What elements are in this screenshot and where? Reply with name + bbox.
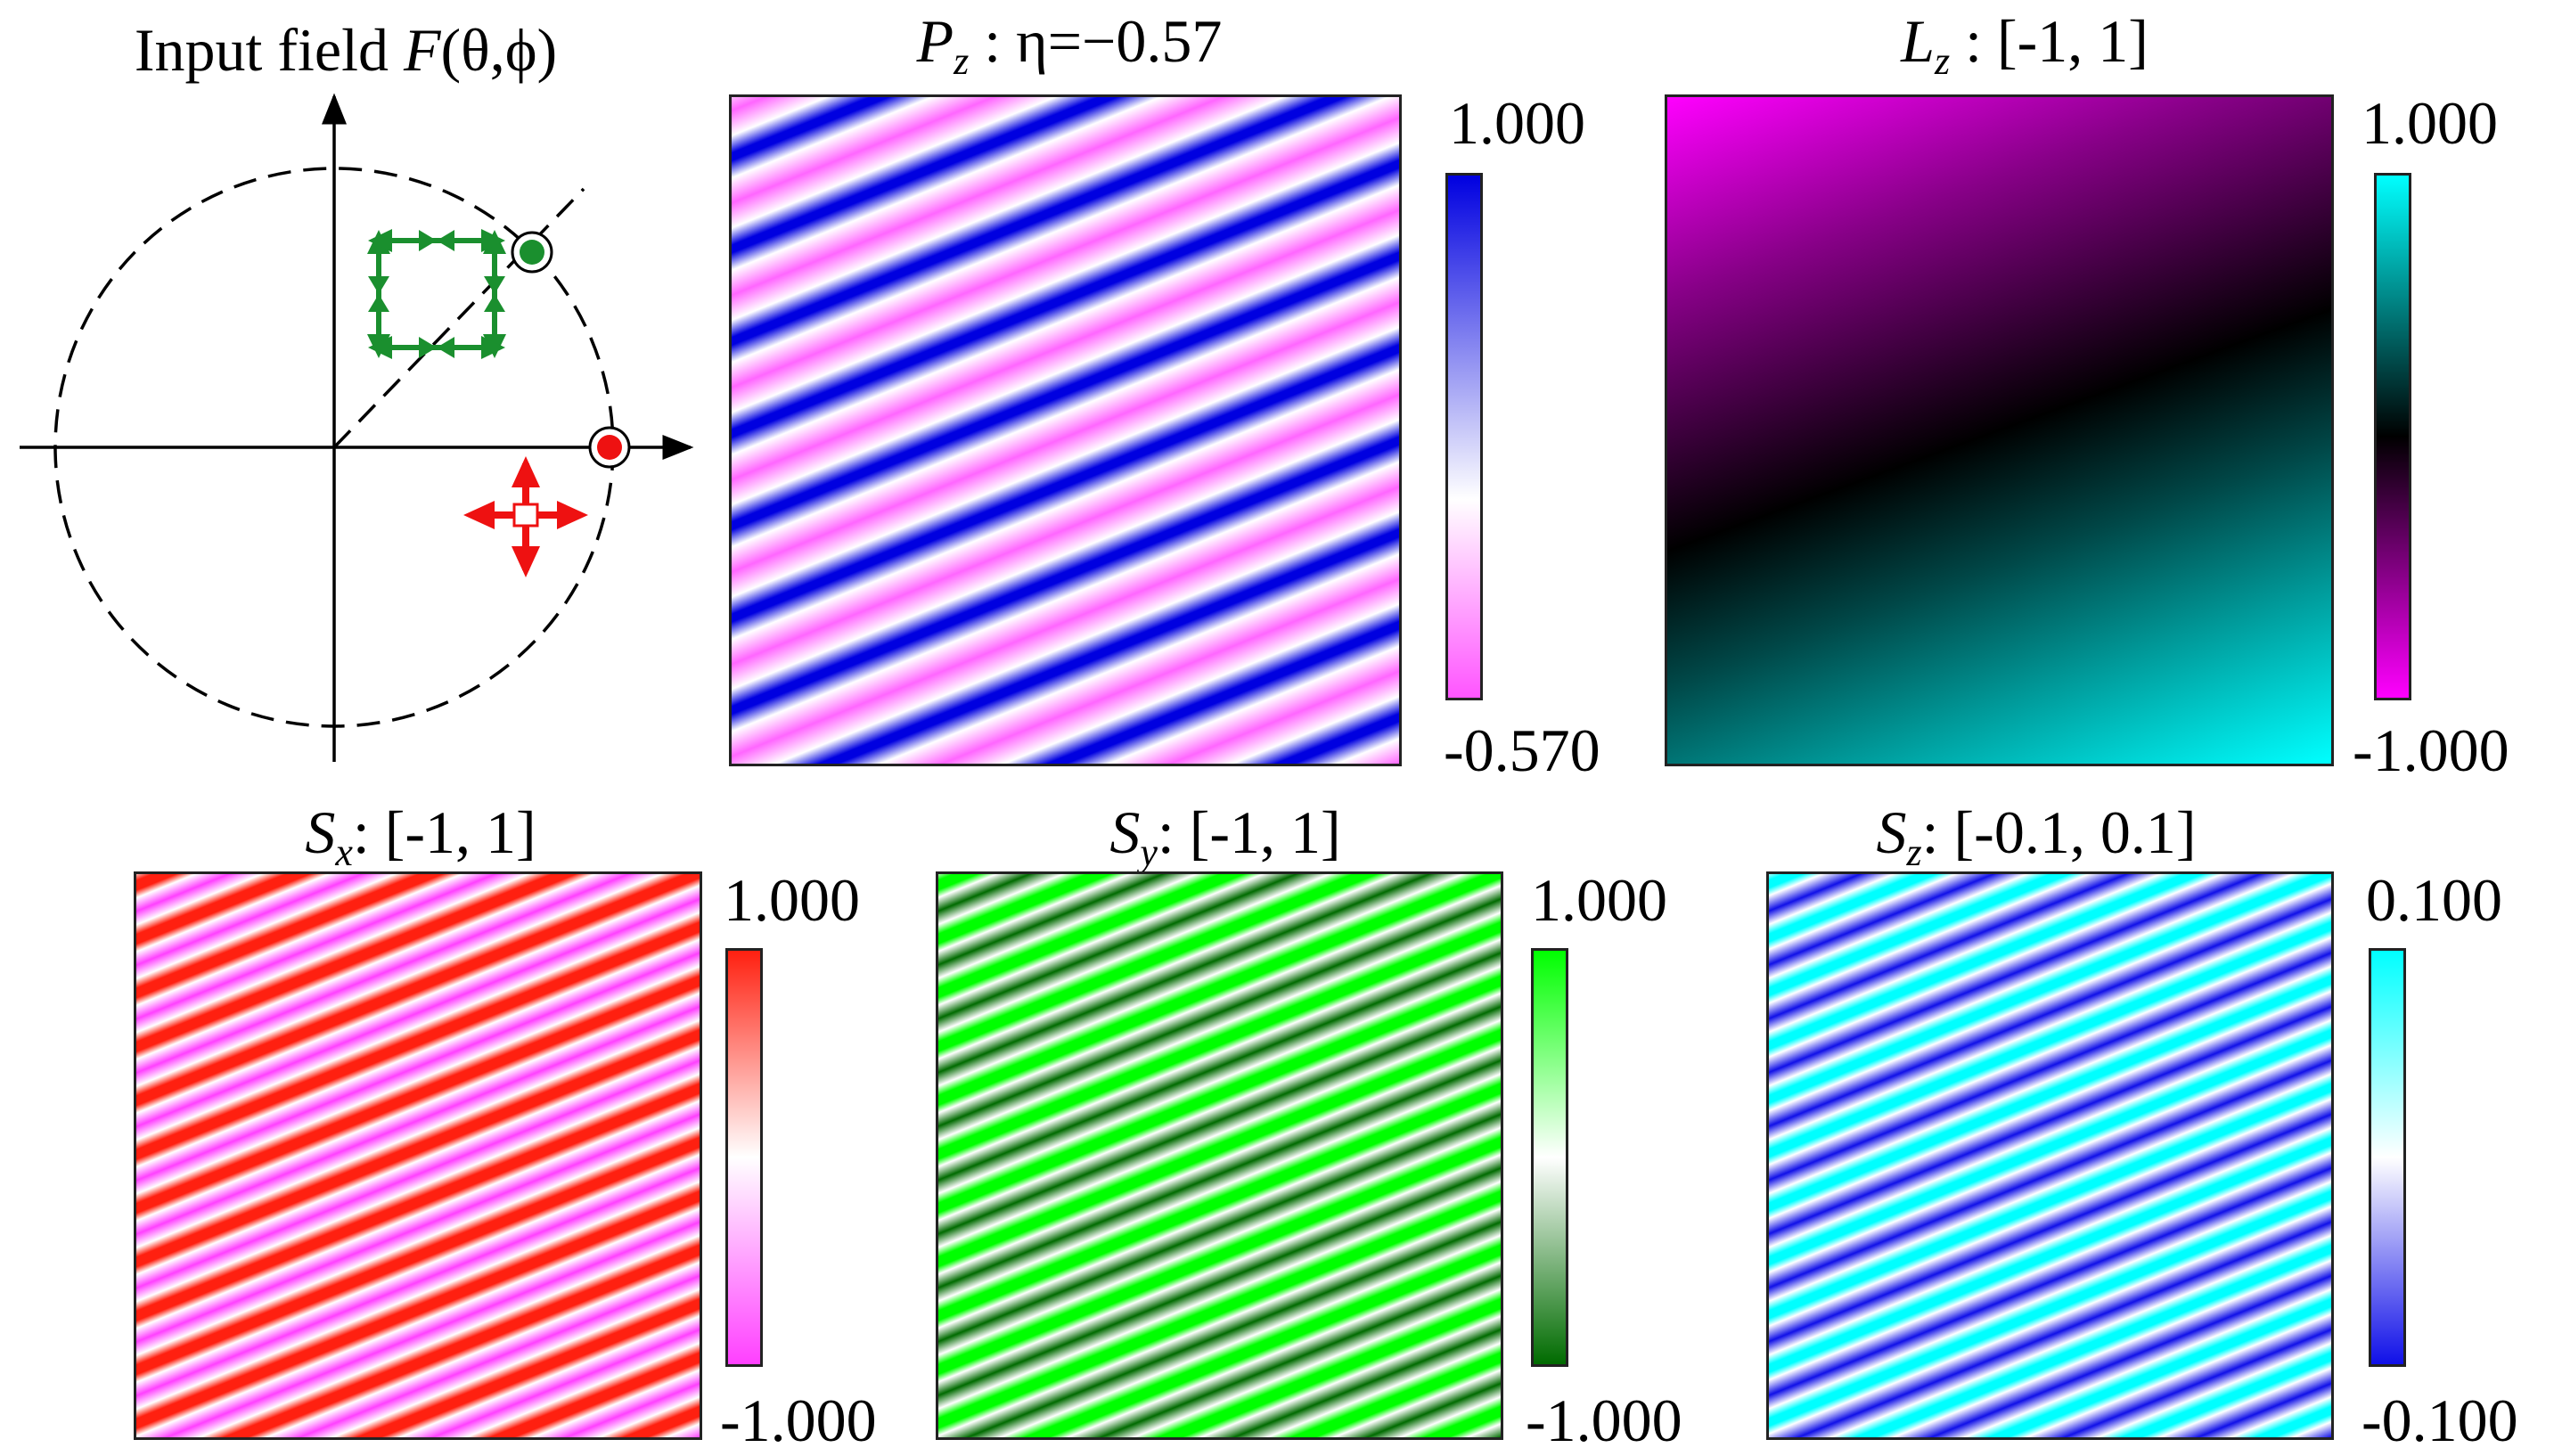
sz-title-symbol: S (1876, 798, 1907, 866)
sy-title-subscript: y (1140, 830, 1158, 874)
lz-cbar-min: -1.000 (2353, 716, 2509, 784)
sx-colorbar (725, 948, 763, 1367)
lz-title-rest: : [-1, 1] (1950, 7, 2149, 75)
sx-cbar-max: 1.000 (724, 866, 860, 934)
sy-map (936, 871, 1503, 1440)
sy-title-symbol: S (1109, 798, 1141, 866)
diagonal-line (332, 187, 585, 449)
sy-colorbar (1531, 948, 1568, 1367)
diagram-title: Input field F(θ,ϕ) (135, 20, 557, 80)
sx-title-rest: : [-1, 1] (352, 798, 536, 866)
pz-title: Pz : η=−0.57 (917, 11, 1223, 81)
sz-title: Sz: [-0.1, 0.1] (1877, 802, 2197, 872)
pz-cbar-max: 1.000 (1449, 89, 1585, 157)
sz-cbar-max: 0.100 (2366, 866, 2502, 934)
sz-map (1766, 871, 2334, 1440)
pz-title-rest: : η=−0.57 (969, 7, 1223, 75)
green-marker (511, 231, 553, 274)
pz-title-symbol: P (916, 7, 954, 75)
sz-title-subscript: z (1906, 830, 1922, 874)
lz-title-symbol: L (1901, 7, 1935, 75)
lz-title: Lz : [-1, 1] (1901, 11, 2149, 81)
sx-cbar-min: -1.000 (720, 1386, 877, 1454)
sx-title: Sx: [-1, 1] (305, 802, 536, 872)
diagram-title-symbol: F (403, 16, 441, 84)
sy-cbar-max: 1.000 (1531, 866, 1667, 934)
diagram-title-args: (θ,ϕ) (440, 16, 558, 84)
input-field-diagram (20, 93, 694, 762)
green-polarization-square (367, 229, 506, 359)
pz-cbar-min: -0.570 (1444, 716, 1600, 784)
sz-title-rest: : [-0.1, 0.1] (1921, 798, 2197, 866)
sx-title-subscript: x (335, 830, 353, 874)
sz-colorbar (2369, 948, 2406, 1367)
sx-title-symbol: S (305, 798, 336, 866)
pz-map (729, 94, 1402, 766)
sy-title-rest: : [-1, 1] (1157, 798, 1341, 866)
sz-cbar-min: -0.100 (2361, 1386, 2518, 1454)
lz-map (1665, 94, 2334, 766)
pz-colorbar (1445, 173, 1483, 700)
sy-cbar-min: -1.000 (1526, 1386, 1682, 1454)
red-marker (588, 426, 631, 469)
lz-title-subscript: z (1934, 39, 1951, 83)
red-polarization-cross (463, 456, 588, 577)
pz-title-subscript: z (954, 39, 970, 83)
sy-title: Sy: [-1, 1] (1109, 802, 1340, 872)
sx-map (134, 871, 702, 1440)
lz-colorbar (2374, 173, 2411, 700)
diagram-title-text: Input field (134, 16, 404, 84)
lz-cbar-max: 1.000 (2361, 89, 2498, 157)
